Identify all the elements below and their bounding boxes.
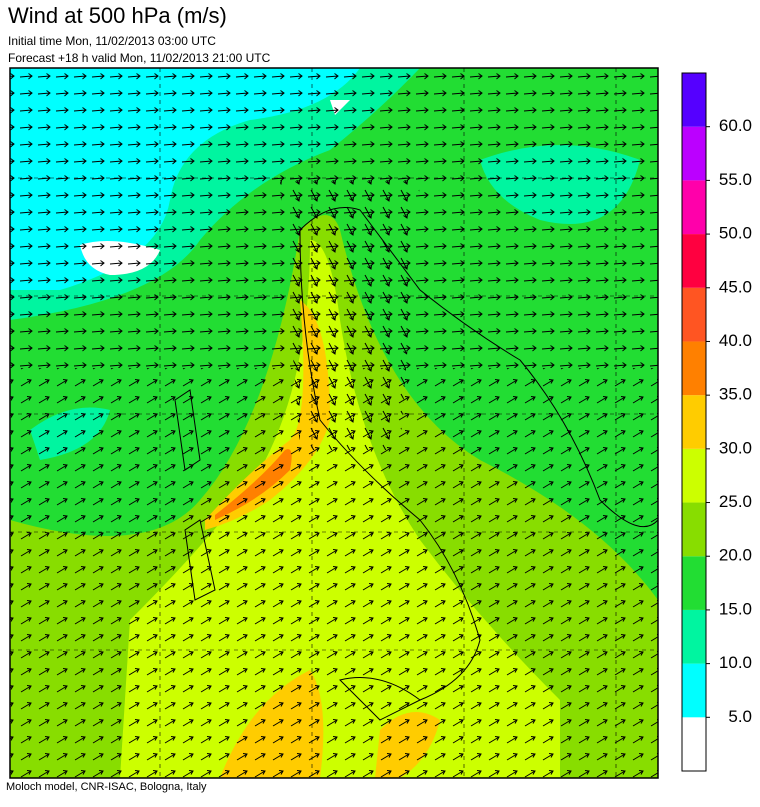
title: Wind at 500 hPa (m/s) bbox=[8, 3, 227, 28]
colorbar-frame bbox=[681, 72, 707, 772]
colorbar-label: 45.0 bbox=[719, 277, 752, 296]
colorbar-bin bbox=[682, 287, 706, 342]
footer: Moloch model, CNR-ISAC, Bologna, Italy bbox=[6, 781, 207, 793]
coastline bbox=[184, 519, 216, 601]
wind-arrows bbox=[280, 180, 420, 450]
colorbar-bin bbox=[682, 502, 706, 557]
graticule bbox=[10, 68, 658, 778]
colorbar-bin bbox=[682, 609, 706, 664]
coastline bbox=[299, 229, 481, 701]
map-frame bbox=[9, 67, 659, 779]
colorbar-label: 40.0 bbox=[719, 331, 752, 350]
colorbar-label: 10.0 bbox=[719, 653, 752, 672]
colorbar-label: 60.0 bbox=[719, 116, 752, 135]
coastline bbox=[174, 389, 201, 471]
colorbar-bin bbox=[682, 395, 706, 449]
colorbar-label: 35.0 bbox=[719, 385, 752, 404]
colorbar-bin bbox=[682, 717, 706, 771]
colorbar-label: 55.0 bbox=[719, 170, 752, 189]
colorbar-label: 15.0 bbox=[719, 599, 752, 618]
coastlines bbox=[174, 207, 658, 721]
coastline bbox=[299, 207, 658, 528]
colorbar-bin bbox=[682, 663, 706, 718]
colorbar-label: 25.0 bbox=[719, 492, 752, 511]
colorbar-bin bbox=[682, 73, 706, 127]
colorbar-label: 30.0 bbox=[719, 438, 752, 457]
colorbar-bin bbox=[682, 341, 706, 396]
colorbar-label: 50.0 bbox=[719, 224, 752, 243]
colorbar-bin bbox=[682, 234, 706, 288]
coastline bbox=[339, 677, 421, 721]
colorbar-label: 5.0 bbox=[728, 707, 752, 726]
map bbox=[10, 68, 658, 778]
colorbar: 5.0 10.0 15.0 20.0 25.0 30.0 35.0 40.0 45.0 50.0 5… bbox=[681, 72, 752, 772]
colorbar-bin bbox=[682, 126, 706, 181]
colorbar-label: 20.0 bbox=[719, 546, 752, 565]
colorbar-bin bbox=[682, 448, 706, 503]
initial-time: Initial time Mon, 11/02/2013 03:00 UTC bbox=[8, 34, 216, 48]
colorbar-bin bbox=[682, 180, 706, 235]
forecast-time: Forecast +18 h valid Mon, 11/02/2013 21:… bbox=[8, 51, 271, 65]
colorbar-bin bbox=[682, 556, 706, 610]
